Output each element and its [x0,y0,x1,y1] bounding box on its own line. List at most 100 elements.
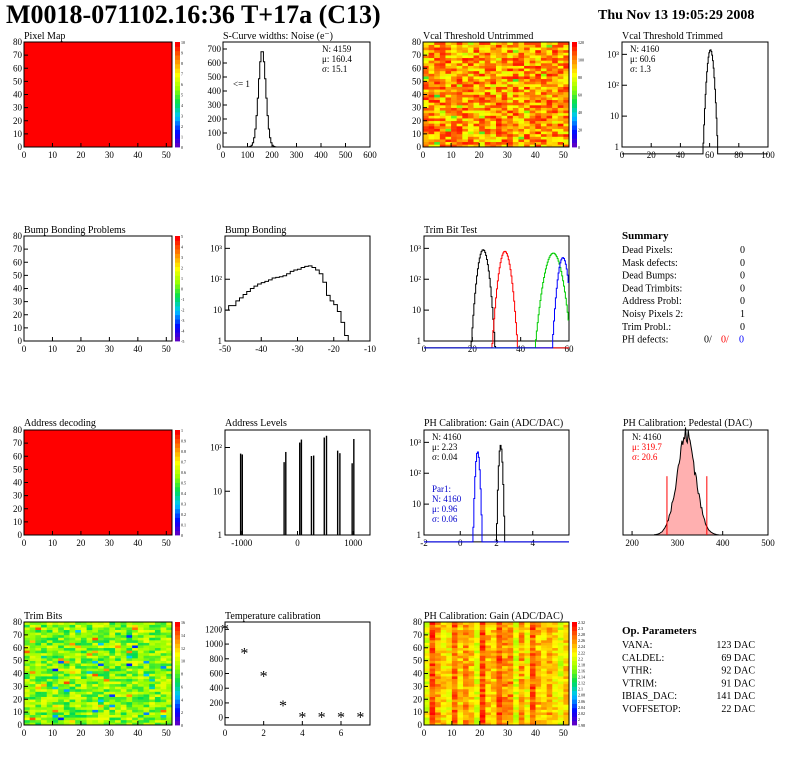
heatmap-cell [463,640,469,643]
y-tick-label: 60 [412,63,422,73]
heatmap-cell [518,52,525,56]
heatmap-cell [58,634,65,638]
heatmap-cell [496,84,502,87]
heatmap-cell [468,637,475,641]
heatmap-cell [80,637,87,641]
heatmap-cell [479,712,486,715]
heatmap-cell [149,673,156,677]
heatmap-cell [80,691,87,695]
heatmap-cell [457,696,464,700]
heatmap-cell [80,678,87,682]
heatmap-cell [502,627,508,631]
heatmap-cell [457,699,464,703]
heatmap-cell [541,652,547,656]
heatmap-cell [468,629,475,633]
heatmap-cell [535,622,542,625]
heatmap-cell [58,632,65,636]
heatmap-cell [485,701,492,705]
palette-segment [572,55,577,60]
heatmap-cell [160,676,167,679]
heatmap-cell [552,44,559,48]
heatmap-cell [474,717,481,721]
heatmap-cell [524,722,531,726]
heatmap-cell [52,645,59,649]
heatmap-cell [473,112,480,116]
heatmap-cell [535,722,542,726]
heatmap-cell [109,632,116,636]
heatmap-cell [439,42,446,45]
heatmap-cell [451,141,457,145]
heatmap-cell [451,110,457,114]
heatmap-cell [552,126,559,129]
heatmap-cell [502,696,508,700]
palette-segment [572,690,577,696]
heatmap-cell [132,647,139,651]
heatmap-cell [557,634,564,638]
heatmap-cell [467,55,474,59]
heatmap-cell [160,699,167,703]
heatmap-cell [41,634,48,638]
heatmap-cell [434,107,441,111]
heatmap-cell [496,118,502,122]
heatmap-cell [474,652,481,656]
heatmap-cell [24,686,30,690]
heatmap-cell [507,658,514,661]
heatmap-cell [557,627,564,631]
heatmap-cell [435,668,442,672]
heatmap-cell [52,717,59,721]
y-tick-label: 10² [210,274,222,284]
heatmap-cell [502,624,508,628]
y-tick-label: 0 [18,720,23,730]
y-tick-label: 10 [13,323,23,333]
heatmap-cell [563,647,570,651]
palette-segment [175,682,180,687]
palette-segment [175,451,180,457]
heatmap-cell [502,647,508,651]
heatmap-cell [535,123,542,127]
heatmap-cell [428,107,435,111]
heatmap-cell [518,49,525,53]
stat-text: σ: 0.04 [432,452,458,462]
heatmap-cell [29,686,36,690]
heatmap-cell [552,81,559,85]
heatmap-cell [115,694,122,697]
heatmap-cell [41,717,48,721]
heatmap-cell [435,647,442,651]
heatmap-cell [485,673,492,677]
heatmap-cell [41,652,48,656]
heatmap-cell [524,717,531,721]
heatmap-cell [423,86,429,90]
heatmap-cell [473,123,480,127]
heatmap-cell [546,665,553,669]
heatmap-cell [429,655,436,659]
heatmap-cell [490,73,497,77]
heatmap-cell [434,131,441,135]
heatmap-cell [457,676,464,679]
heatmap-cell [502,678,508,682]
heatmap-cell [518,704,525,708]
heatmap-cell [524,627,531,631]
heatmap-cell [541,683,547,687]
heatmap-cell [58,691,65,695]
heatmap-cell [501,70,508,74]
heatmap-cell [535,49,542,53]
heatmap-cell [109,670,116,674]
heatmap-cell [485,717,492,721]
heatmap-cell [75,681,82,685]
heatmap-cell [440,709,447,713]
heatmap-cell [46,650,53,654]
heatmap-cell [467,102,474,106]
heatmap-cell [474,650,481,654]
heatmap-cell [132,637,139,641]
heatmap-cell [473,144,480,148]
ph-defect-value: 0/ [721,335,729,346]
heatmap-cell [496,131,502,135]
heatmap-cell [445,136,452,140]
heatmap-cell [473,105,480,108]
heatmap-cell [484,91,491,95]
heatmap-cell [552,647,559,651]
y-tick-label: 1 [417,336,422,346]
heatmap-cell [462,94,469,98]
heatmap-cell [535,627,542,631]
heatmap-cell [473,63,480,66]
